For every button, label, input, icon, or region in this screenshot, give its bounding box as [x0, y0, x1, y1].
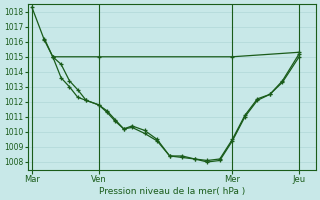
X-axis label: Pression niveau de la mer( hPa ): Pression niveau de la mer( hPa ): [99, 187, 245, 196]
